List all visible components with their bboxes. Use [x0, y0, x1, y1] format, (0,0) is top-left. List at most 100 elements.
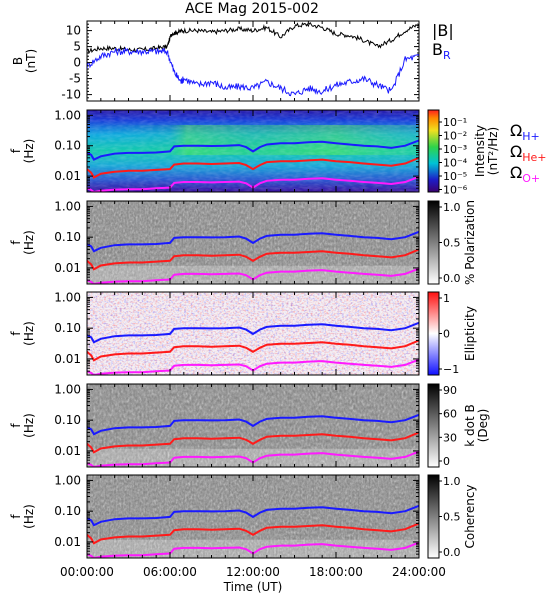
- f-tick-label: 0.01: [54, 261, 81, 275]
- f-ylabel-line1: f: [9, 423, 23, 428]
- f-tick-label: 1.00: [54, 290, 81, 304]
- f-tick-label: 0.10: [54, 230, 81, 244]
- figure-title: ACE Mag 2015-002: [185, 1, 319, 17]
- gyro-legend-1: ΩHe+: [510, 142, 547, 164]
- time-axis: 00:00:00 06:00:00 12:00:00 18:00:00 24:00:00…: [60, 21, 446, 594]
- f-ylabel-line2: (Hz): [22, 504, 36, 529]
- gyro-legend-subscript: H+: [522, 130, 540, 143]
- f-tick-label: 1.00: [54, 108, 81, 122]
- colorbar-tick-label: 90: [443, 384, 457, 397]
- colorbar-tick-label: 10⁻⁶: [443, 184, 468, 197]
- b-ytick-label: 0: [73, 56, 81, 70]
- ellipticity-image: [87, 292, 419, 375]
- colorbar-tick-label: 60: [443, 408, 457, 421]
- b-radial-legend-subscript: R: [443, 49, 451, 62]
- gyro-line-Oplus: [87, 267, 419, 284]
- time-axis-label: Time (UT): [223, 580, 283, 594]
- gyro-line-Hplus: [87, 504, 419, 527]
- gyro-legend-2: ΩO+: [510, 163, 540, 185]
- gyro-line-Hplus: [87, 139, 419, 161]
- colorbar-tick-label: 0.0: [443, 272, 461, 285]
- colorbar-tick-label: 10⁻¹: [443, 116, 467, 129]
- colorbar-label-line1: k dot B: [463, 404, 477, 446]
- polarization-panel: 1.00 0.10 0.01 f (Hz) 1.0 0.5 0.0% Polarization: [9, 199, 477, 285]
- gyro-legend-subscript: He+: [522, 151, 546, 164]
- wave-normal-angle-image: [87, 384, 419, 467]
- colorbar-label: % Polarization: [463, 200, 477, 285]
- b-magnitude-legend: |B|: [432, 21, 454, 40]
- gyro-line-Heplus: [87, 431, 419, 454]
- f-ylabel-line2: (Hz): [22, 139, 36, 164]
- colorbar-tick-label: 0.5: [443, 237, 461, 250]
- coherency-image: [87, 475, 419, 558]
- f-tick-label: 0.10: [54, 504, 81, 518]
- f-ylabel-line1: f: [9, 240, 23, 245]
- gyro-line-Hplus: [87, 321, 419, 344]
- b-radial-line: [87, 46, 419, 97]
- polarization-image: [87, 201, 419, 284]
- colorbar-tick-label: 1.0: [443, 475, 461, 488]
- time-tick-label: 12:00:00: [226, 565, 280, 579]
- coherency-colorbar: [427, 474, 440, 559]
- f-tick-label: 0.10: [54, 139, 81, 153]
- f-ylabel-line1: f: [9, 148, 23, 153]
- b-magnitude-line: [87, 22, 419, 55]
- f-ylabel-line2: (Hz): [22, 413, 36, 438]
- colorbar-tick-label: −1: [443, 363, 459, 376]
- colorbar-tick-label: 30: [443, 431, 457, 444]
- b-ytick-label: 5: [73, 40, 81, 54]
- colorbar-tick-label: 10⁻⁵: [443, 170, 467, 183]
- power-spectrum-colorbar: [427, 109, 440, 193]
- time-tick-label: 18:00:00: [309, 565, 363, 579]
- b-ytick-label: -10: [61, 88, 81, 102]
- time-tick-label: 06:00:00: [143, 565, 197, 579]
- time-tick-label: 00:00:00: [60, 565, 114, 579]
- f-tick-label: 0.10: [54, 413, 81, 427]
- f-tick-label: 0.01: [54, 352, 81, 366]
- time-tick-label: 24:00:00: [392, 565, 446, 579]
- ellipticity-panel: 1.00 0.10 0.01 f (Hz) 1 0 −1 Ellipticity: [9, 290, 477, 376]
- f-tick-label: 0.01: [54, 169, 81, 183]
- spectral-panels: 1.000.100.01f (Hz)10⁻¹10⁻²10⁻³10⁻⁴10⁻⁵10⁻…: [9, 108, 547, 559]
- f-tick-label: 0.01: [54, 444, 81, 458]
- colorbar-tick-label: 0: [443, 455, 450, 468]
- gyro-legend-0: ΩH+: [510, 121, 540, 143]
- gyro-line-Hplus: [87, 413, 419, 436]
- colorbar-tick-label: 10⁻²: [443, 130, 467, 143]
- f-ylabel-line1: f: [9, 514, 23, 519]
- gyro-line-Heplus: [87, 522, 419, 545]
- power-spectrum-panel: 1.00 0.10 0.01 f (Hz) 10⁻¹10⁻²10⁻³10⁻⁴10⁻⁵10⁻…: [9, 108, 547, 196]
- colorbar-tick-label: 1.0: [443, 201, 461, 214]
- b-ytick-label: -5: [69, 72, 81, 86]
- gyro-line-Hplus: [87, 230, 419, 253]
- f-ylabel-line1: f: [9, 331, 23, 336]
- f-ylabel-line2: (Hz): [22, 230, 36, 255]
- gyro-line-Heplus: [87, 339, 419, 362]
- colorbar-units: (nT²/Hz): [486, 127, 500, 175]
- gyro-line-Heplus: [87, 248, 419, 271]
- colorbar-tick-label: 10⁻³: [443, 143, 467, 156]
- colorbar-tick-label: 1: [443, 292, 450, 305]
- f-tick-label: 0.10: [54, 321, 81, 335]
- magnetic-field-panel: 10 5 0 -5 -10 B (nT) |B|BR: [11, 20, 454, 102]
- f-ylabel-line2: (Hz): [22, 321, 36, 346]
- colorbar-label: Intensity: [473, 125, 487, 177]
- colorbar-label-line2: (Deg): [476, 409, 490, 443]
- ellipticity-colorbar: [427, 291, 440, 376]
- gyro-line-Heplus: [87, 156, 419, 179]
- gyro-line-Oplus: [87, 541, 419, 558]
- colorbar-tick-label: 0: [443, 328, 450, 341]
- b-radial-legend: BR: [432, 40, 451, 62]
- colorbar-label: Ellipticity: [463, 306, 477, 361]
- gyro-line-Oplus: [87, 358, 419, 375]
- f-tick-label: 1.00: [54, 382, 81, 396]
- gyro-legend-subscript: O+: [522, 172, 540, 185]
- power-spectrum-image: [87, 110, 419, 192]
- f-tick-label: 1.00: [54, 473, 81, 487]
- colorbar-tick-label: 10⁻⁴: [443, 157, 468, 170]
- f-tick-label: 1.00: [54, 199, 81, 213]
- b-ytick-label: 10: [66, 24, 81, 38]
- colorbar-tick-label: 0.5: [443, 511, 461, 524]
